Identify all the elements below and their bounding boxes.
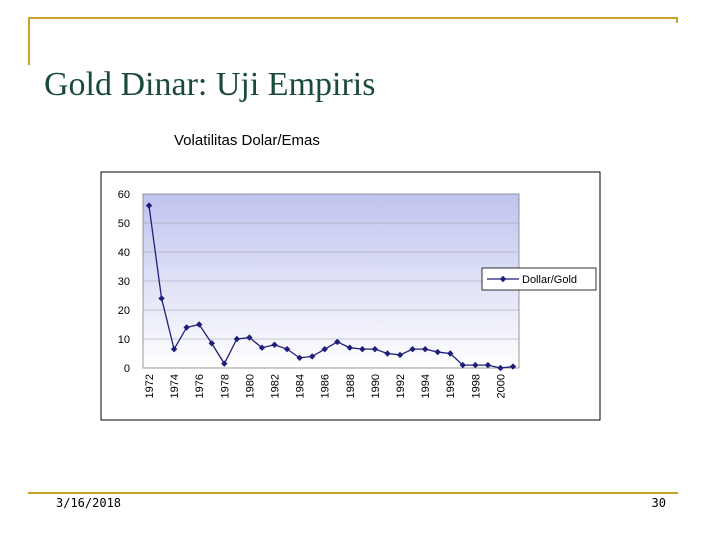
- series-line: [148, 205, 514, 369]
- data-point: [158, 295, 165, 302]
- x-tick-label: 1980: [244, 374, 256, 398]
- data-point: [221, 360, 228, 367]
- x-tick-label: 1990: [370, 374, 382, 398]
- data-point: [233, 335, 241, 343]
- y-tick-label: 30: [118, 276, 130, 288]
- x-tick-label: 1984: [295, 374, 307, 398]
- legend-label: Dollar/Gold: [522, 274, 577, 286]
- data-point: [409, 345, 416, 353]
- frame-right-tick: [676, 17, 678, 23]
- data-point: [296, 354, 303, 362]
- data-point: [208, 340, 215, 347]
- x-tick-label: 1972: [144, 374, 156, 398]
- data-point: [447, 350, 454, 357]
- legend-marker: [499, 275, 507, 283]
- frame-top-line: [28, 17, 678, 19]
- data-point: [371, 345, 379, 353]
- data-point: [321, 345, 328, 353]
- footer-date: 3/16/2018: [56, 496, 122, 510]
- data-point: [246, 334, 253, 341]
- x-tick-label: 1998: [470, 374, 482, 398]
- data-point: [196, 321, 203, 328]
- frame-left-line: [28, 17, 30, 65]
- data-point: [384, 350, 391, 357]
- data-point: [170, 345, 178, 353]
- y-tick-label: 20: [118, 305, 130, 317]
- data-point: [183, 324, 190, 331]
- data-point: [497, 364, 504, 372]
- data-point: [346, 344, 354, 351]
- x-tick-label: 1996: [445, 374, 457, 398]
- data-point: [484, 361, 492, 369]
- data-point: [434, 348, 441, 356]
- y-tick-label: 50: [118, 218, 130, 230]
- y-tick-label: 60: [118, 189, 130, 201]
- y-tick-label: 0: [124, 363, 130, 375]
- data-point: [396, 351, 404, 359]
- x-tick-label: 2000: [495, 374, 507, 398]
- x-tick-label: 1982: [270, 374, 282, 398]
- frame-bottom-line: [28, 492, 678, 494]
- y-tick-label: 40: [118, 247, 130, 259]
- x-tick-label: 1992: [395, 374, 407, 398]
- data-point: [472, 361, 479, 369]
- chart-title: Volatilitas Dolar/Emas: [174, 132, 320, 149]
- x-tick-label: 1976: [194, 374, 206, 398]
- legend-box: [481, 267, 597, 291]
- data-point: [145, 202, 153, 209]
- x-tick-label: 1978: [219, 374, 231, 398]
- data-point: [308, 353, 316, 360]
- data-point: [334, 338, 341, 346]
- x-tick-label: 1986: [320, 374, 332, 398]
- data-point: [459, 361, 466, 369]
- footer-page-number: 30: [651, 496, 666, 510]
- data-point: [421, 345, 429, 353]
- x-tick-label: 1974: [169, 374, 181, 398]
- data-point: [359, 345, 366, 353]
- slide-title: Gold Dinar: Uji Empiris: [44, 66, 376, 103]
- y-tick-label: 10: [118, 334, 130, 346]
- data-point: [283, 345, 291, 353]
- data-point: [258, 344, 266, 351]
- x-tick-label: 1988: [345, 374, 357, 398]
- x-tick-label: 1994: [420, 374, 432, 398]
- data-point: [509, 363, 517, 370]
- data-point: [271, 341, 278, 348]
